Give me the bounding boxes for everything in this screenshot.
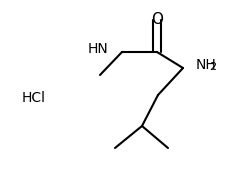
Text: O: O [151, 13, 163, 28]
Text: 2: 2 [209, 63, 217, 73]
Text: HCl: HCl [22, 91, 46, 105]
Text: NH: NH [196, 58, 217, 72]
Text: HN: HN [87, 42, 108, 56]
